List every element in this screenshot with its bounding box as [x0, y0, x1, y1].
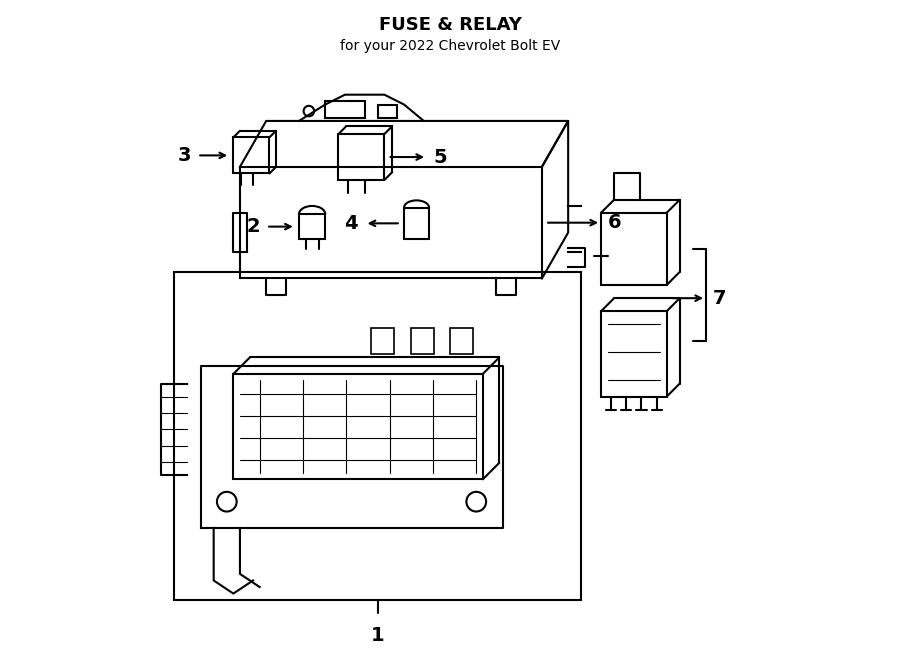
Bar	[404, 208, 429, 239]
Bar	[450, 328, 473, 354]
Text: 2: 2	[246, 217, 259, 236]
Bar	[410, 328, 434, 354]
Bar	[338, 134, 384, 180]
Text: 1: 1	[371, 626, 384, 645]
Bar	[233, 137, 269, 173]
Bar	[601, 311, 667, 397]
Bar	[325, 101, 364, 118]
Text: 7: 7	[713, 289, 726, 308]
Bar	[371, 328, 394, 354]
Bar	[233, 374, 482, 479]
Bar	[299, 214, 325, 239]
Text: for your 2022 Chevrolet Bolt EV: for your 2022 Chevrolet Bolt EV	[340, 39, 560, 53]
Text: 3: 3	[177, 146, 191, 165]
Text: 6: 6	[608, 213, 621, 232]
Text: 4: 4	[345, 214, 358, 233]
Bar	[175, 272, 581, 600]
Bar	[378, 105, 398, 118]
Bar	[601, 213, 667, 285]
Text: 5: 5	[434, 148, 447, 167]
Text: FUSE & RELAY: FUSE & RELAY	[379, 16, 521, 34]
